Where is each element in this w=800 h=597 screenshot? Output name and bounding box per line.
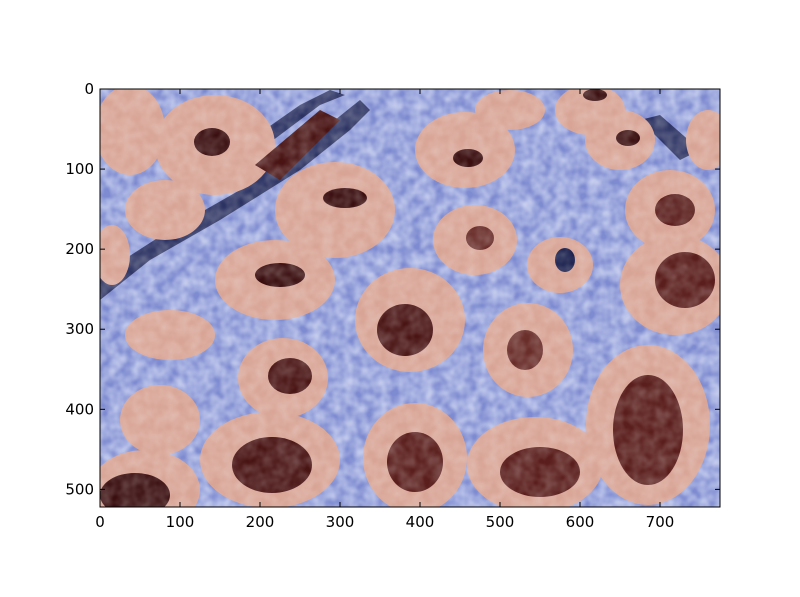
x-tick-label: 100 [166,513,195,531]
tissue-image [100,89,720,507]
y-tick-label: 500 [65,480,94,498]
y-tick-label: 200 [65,240,94,258]
axes-frame [99,88,721,508]
y-tick-label: 300 [65,320,94,338]
y-tick-label: 100 [65,160,94,178]
x-tick-label: 300 [326,513,355,531]
x-tick-label: 600 [566,513,595,531]
cell-texture-overlay [100,89,720,507]
x-axis: 0 100 200 300 400 500 600 700 [95,89,674,531]
x-tick-label: 200 [246,513,275,531]
x-tick-label: 700 [646,513,675,531]
y-tick-label: 400 [65,400,94,418]
x-tick-label: 0 [95,513,105,531]
y-axis: 0 100 200 300 400 500 [65,80,720,498]
x-tick-label: 400 [406,513,435,531]
x-tick-label: 500 [486,513,515,531]
y-tick-label: 0 [84,80,94,98]
